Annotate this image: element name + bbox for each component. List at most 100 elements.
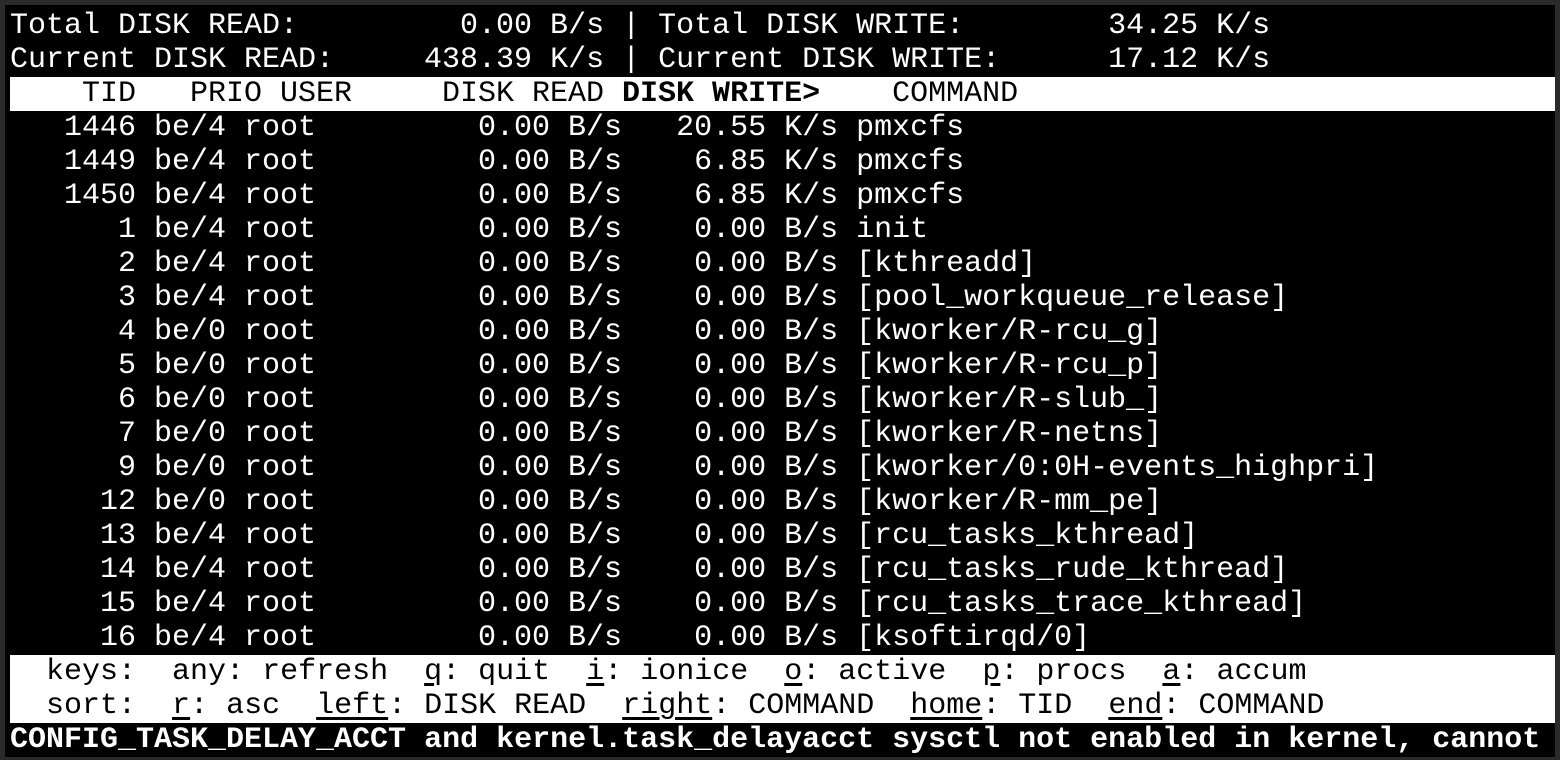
cell-read: 0.00 B/s <box>478 179 623 213</box>
cell-prio: be/4 <box>154 179 227 213</box>
current-write-value: 17.12 K/s <box>1108 43 1271 77</box>
cell-write: 0.00 B/s <box>694 621 839 655</box>
cell-command: [kworker/R-mm_pe] <box>856 485 1163 519</box>
total-write-value: 34.25 K/s <box>1108 9 1271 43</box>
cell-read: 0.00 B/s <box>478 145 623 179</box>
cell-write: 0.00 B/s <box>694 349 839 383</box>
cell-tid: 1449 <box>64 145 137 179</box>
cell-read: 0.00 B/s <box>478 417 623 451</box>
cell-write: 0.00 B/s <box>694 417 839 451</box>
process-list: 1446 be/4 root 0.00 B/s 20.55 K/s pmxcfs… <box>10 111 1555 655</box>
cell-tid: 15 <box>100 587 137 621</box>
col-tid[interactable]: TID <box>82 77 137 111</box>
cell-user: root <box>244 451 317 485</box>
sort-key-home: home <box>910 689 983 723</box>
cell-user: root <box>244 315 317 349</box>
cell-tid: 4 <box>118 315 137 349</box>
separator: | <box>622 43 641 77</box>
cell-tid: 12 <box>100 485 137 519</box>
sort-desc: COMMAND <box>748 689 875 723</box>
process-row[interactable]: 4 be/0 root 0.00 B/s 0.00 B/s [kworker/R… <box>10 315 1555 349</box>
cell-command: [kworker/0:0H-events_highpri] <box>856 451 1379 485</box>
keys-label: keys: <box>46 655 137 689</box>
cell-prio: be/4 <box>154 553 227 587</box>
cell-user: root <box>244 553 317 587</box>
keys-help: keys: any: refresh q: quit i: ionice o: … <box>10 655 1555 689</box>
process-row[interactable]: 15 be/4 root 0.00 B/s 0.00 B/s [rcu_task… <box>10 587 1555 621</box>
cell-prio: be/4 <box>154 281 227 315</box>
iotop-terminal[interactable]: Total DISK READ: 0.00 B/s | Total DISK WR… <box>5 5 1555 757</box>
cell-write: 0.00 B/s <box>694 213 839 247</box>
sort-help: sort: r: asc left: DISK READ right: COMM… <box>10 689 1555 723</box>
process-row[interactable]: 1 be/4 root 0.00 B/s 0.00 B/s init <box>10 213 1555 247</box>
sort-key-r: r <box>172 689 191 723</box>
sort-label: sort: <box>46 689 137 723</box>
sort-desc: DISK READ <box>424 689 587 723</box>
cell-user: root <box>244 179 317 213</box>
process-row[interactable]: 7 be/0 root 0.00 B/s 0.00 B/s [kworker/R… <box>10 417 1555 451</box>
cell-tid: 6 <box>118 383 137 417</box>
cell-read: 0.00 B/s <box>478 383 623 417</box>
process-row[interactable]: 1446 be/4 root 0.00 B/s 20.55 K/s pmxcfs <box>10 111 1555 145</box>
cell-read: 0.00 B/s <box>478 519 623 553</box>
cell-user: root <box>244 621 317 655</box>
cell-command: pmxcfs <box>856 145 965 179</box>
cell-user: root <box>244 383 317 417</box>
cell-read: 0.00 B/s <box>478 349 623 383</box>
sort-key-right: right <box>622 689 713 723</box>
cell-tid: 9 <box>118 451 137 485</box>
process-row[interactable]: 6 be/0 root 0.00 B/s 0.00 B/s [kworker/R… <box>10 383 1555 417</box>
sort-desc: asc <box>226 689 281 723</box>
total-write-label: Total DISK WRITE: <box>658 9 965 43</box>
process-row[interactable]: 14 be/4 root 0.00 B/s 0.00 B/s [rcu_task… <box>10 553 1555 587</box>
key-desc: quit <box>478 655 551 689</box>
col-disk-write-sorted[interactable]: DISK WRITE> <box>622 77 821 111</box>
key-desc: active <box>838 655 947 689</box>
cell-command: [kworker/R-rcu_g] <box>856 315 1163 349</box>
process-row[interactable]: 12 be/0 root 0.00 B/s 0.00 B/s [kworker/… <box>10 485 1555 519</box>
cell-command: [kthreadd] <box>856 247 1037 281</box>
cell-write: 20.55 K/s <box>676 111 839 145</box>
col-command[interactable]: COMMAND <box>892 77 1019 111</box>
cell-write: 6.85 K/s <box>694 179 839 213</box>
column-header: TID PRIO USER DISK READ DISK WRITE> COMMAN… <box>10 77 1555 111</box>
key-procs: p <box>982 655 1001 689</box>
process-row[interactable]: 1450 be/4 root 0.00 B/s 6.85 K/s pmxcfs <box>10 179 1555 213</box>
key-refresh: any <box>172 655 227 689</box>
process-row[interactable]: 2 be/4 root 0.00 B/s 0.00 B/s [kthreadd] <box>10 247 1555 281</box>
process-row[interactable]: 5 be/0 root 0.00 B/s 0.00 B/s [kworker/R… <box>10 349 1555 383</box>
cell-read: 0.00 B/s <box>478 315 623 349</box>
cell-prio: be/0 <box>154 383 227 417</box>
cell-prio: be/4 <box>154 519 227 553</box>
cell-read: 0.00 B/s <box>478 213 623 247</box>
summary-total: Total DISK READ: 0.00 B/s | Total DISK WR… <box>10 9 1555 43</box>
cell-read: 0.00 B/s <box>478 485 623 519</box>
col-prio[interactable]: PRIO <box>190 77 263 111</box>
process-row[interactable]: 1449 be/4 root 0.00 B/s 6.85 K/s pmxcfs <box>10 145 1555 179</box>
cell-tid: 5 <box>118 349 137 383</box>
process-row[interactable]: 13 be/4 root 0.00 B/s 0.00 B/s [rcu_task… <box>10 519 1555 553</box>
cell-write: 0.00 B/s <box>694 485 839 519</box>
status-message: CONFIG_TASK_DELAY_ACCT and kernel.task_d… <box>10 723 1541 757</box>
process-row[interactable]: 9 be/0 root 0.00 B/s 0.00 B/s [kworker/0… <box>10 451 1555 485</box>
cell-prio: be/4 <box>154 587 227 621</box>
cell-command: [ksoftirqd/0] <box>856 621 1091 655</box>
current-read-label: Current DISK READ: <box>10 43 335 77</box>
key-quit: q <box>424 655 443 689</box>
cell-write: 0.00 B/s <box>694 553 839 587</box>
key-accum: a <box>1162 655 1181 689</box>
col-user[interactable]: USER <box>280 77 353 111</box>
cell-read: 0.00 B/s <box>478 451 623 485</box>
cell-prio: be/4 <box>154 247 227 281</box>
cell-user: root <box>244 247 317 281</box>
cell-tid: 7 <box>118 417 137 451</box>
process-row[interactable]: 16 be/4 root 0.00 B/s 0.00 B/s [ksoftirq… <box>10 621 1555 655</box>
cell-prio: be/0 <box>154 315 227 349</box>
col-disk-read[interactable]: DISK READ <box>442 77 605 111</box>
sort-desc: COMMAND <box>1198 689 1325 723</box>
process-row[interactable]: 3 be/4 root 0.00 B/s 0.00 B/s [pool_work… <box>10 281 1555 315</box>
cell-write: 0.00 B/s <box>694 383 839 417</box>
current-write-label: Current DISK WRITE: <box>658 43 1001 77</box>
cell-tid: 1450 <box>64 179 137 213</box>
cell-write: 0.00 B/s <box>694 519 839 553</box>
